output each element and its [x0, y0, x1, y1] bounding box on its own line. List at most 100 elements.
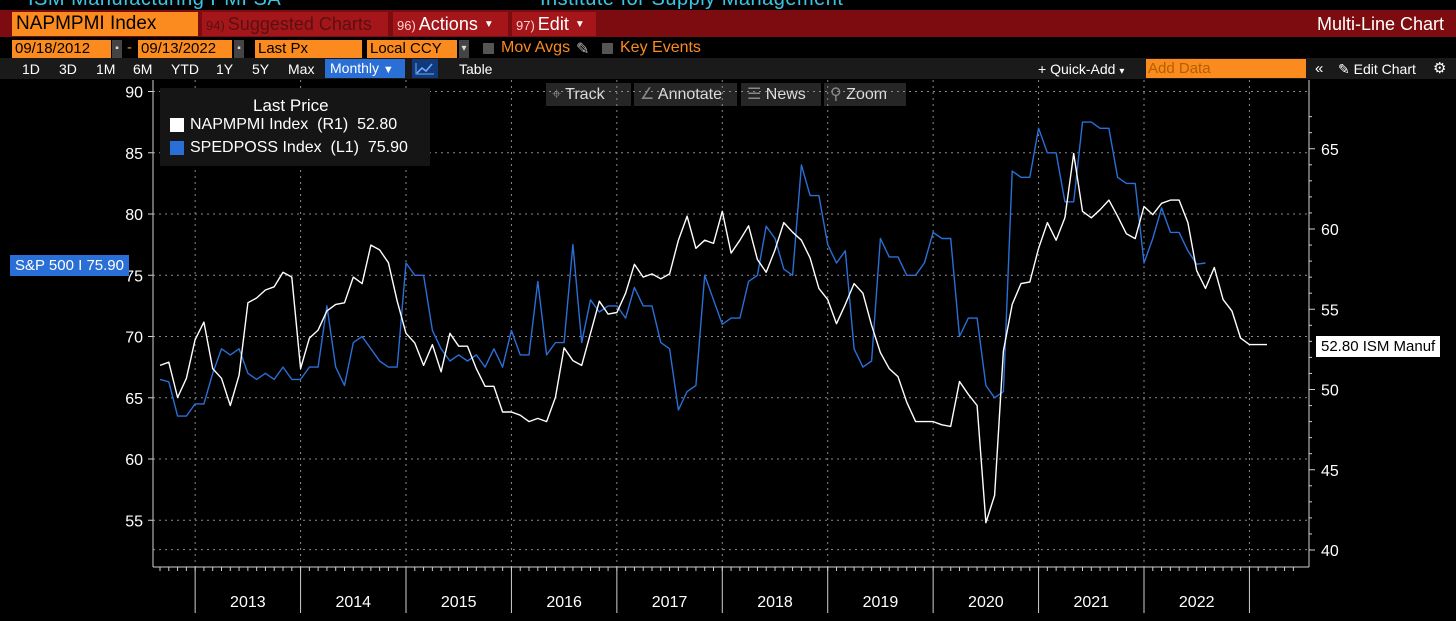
left-tick-label: 60 — [125, 452, 143, 469]
right-tick-label: 50 — [1321, 383, 1339, 400]
edit-menu[interactable]: 97) Edit ▼ — [512, 12, 596, 36]
news-icon: ☰ — [747, 86, 762, 103]
key-events-checkbox[interactable] — [602, 43, 613, 54]
line-chart-icon[interactable] — [412, 59, 438, 78]
price-field-select[interactable]: Last Px — [255, 40, 362, 58]
period-1m[interactable]: 1M — [96, 61, 116, 77]
table-button[interactable]: Table — [459, 61, 493, 77]
axes — [148, 80, 1315, 613]
tool-label: Annotate — [657, 86, 722, 103]
period-3d[interactable]: 3D — [59, 61, 77, 77]
frequency-select[interactable]: Monthly ▼ — [325, 59, 405, 78]
caret-down-icon: ▼ — [574, 19, 585, 31]
x-tick-label: 2020 — [968, 594, 1004, 611]
crosshair-icon: ⌖ — [552, 86, 562, 103]
right-tick-label: 55 — [1321, 302, 1339, 319]
edit-chart-label: Edit Chart — [1353, 61, 1416, 77]
right-tick-label: 65 — [1321, 142, 1339, 159]
add-data-input[interactable]: Add Data — [1146, 59, 1306, 78]
actions-menu[interactable]: 96) Actions ▼ — [393, 12, 508, 36]
start-date-field[interactable]: 09/18/2012 — [12, 40, 111, 58]
news-tool[interactable]: ☰ News — [741, 83, 821, 106]
x-tick-label: 2014 — [335, 594, 371, 611]
track-tool[interactable]: ⌖ Track — [546, 83, 631, 106]
key-events-label[interactable]: Key Events — [620, 39, 701, 56]
date-separator: - — [127, 39, 132, 56]
quick-add-label: + Quick-Add — [1038, 61, 1116, 77]
menu-label: Edit — [537, 14, 569, 34]
x-tick-label: 2017 — [652, 594, 688, 611]
tool-label: Zoom — [846, 86, 888, 103]
left-tick-label: 70 — [125, 330, 143, 347]
gear-icon[interactable]: ⚙ — [1433, 60, 1447, 77]
calendar-icon[interactable]: ▪ — [112, 40, 122, 58]
legend-item-ism: NAPMPMI Index (R1) 52.80 — [190, 116, 398, 133]
left-tick-label: 85 — [125, 146, 143, 163]
source-title: Institute for Supply Management — [540, 0, 843, 12]
ticker-field[interactable]: NAPMPMI Index — [12, 12, 198, 36]
pencil-icon: ∠ — [640, 86, 655, 103]
edit-chart-button[interactable]: ✎ Edit Chart — [1338, 60, 1416, 78]
tool-label: News — [765, 86, 806, 103]
mov-avgs-checkbox[interactable] — [483, 43, 494, 54]
ism-series-line — [159, 152, 1267, 524]
legend-swatch-spx — [170, 141, 184, 155]
x-tick-label: 2018 — [757, 594, 793, 611]
annotate-tool[interactable]: ∠ Annotate — [634, 83, 737, 106]
menu-label: Suggested Charts — [227, 14, 372, 34]
caret-down-icon: ▼ — [382, 64, 394, 76]
x-tick-label: 2013 — [230, 594, 266, 611]
menu-label: Actions — [418, 14, 478, 34]
x-tick-label: 2022 — [1179, 594, 1215, 611]
period-5y[interactable]: 5Y — [252, 61, 270, 77]
last-value-tag-ism: 52.80 ISM Manuf — [1316, 336, 1441, 357]
right-tick-label: 60 — [1321, 222, 1339, 239]
menu-number: 94) — [206, 18, 225, 33]
security-title: ISM Manufacturing PMI SA — [28, 0, 281, 12]
zoom-tool[interactable]: ⚲ Zoom — [824, 83, 906, 106]
left-tick-label: 80 — [125, 207, 143, 224]
legend-title: Last Price — [253, 96, 329, 115]
legend — [160, 88, 430, 166]
tick-labels: 55 60 65 70 75 80 85 90 40 45 50 55 60 65 2013 2014 2015… — [125, 85, 1339, 612]
menu-number: 97) — [516, 18, 535, 33]
period-max[interactable]: Max — [288, 61, 315, 77]
left-tick-label: 90 — [125, 85, 143, 102]
pencil-icon[interactable]: ✎ — [576, 41, 590, 58]
period-ytd[interactable]: YTD — [171, 61, 199, 77]
calendar-icon[interactable]: ▪ — [234, 40, 244, 58]
left-tick-label: 55 — [125, 513, 143, 530]
x-tick-label: 2021 — [1073, 594, 1109, 611]
quick-add-button[interactable]: + Quick-Add ▾ — [1038, 60, 1124, 78]
x-tick-label: 2016 — [546, 594, 582, 611]
pencil-icon: ✎ — [1338, 61, 1350, 77]
series-lines — [159, 121, 1267, 524]
caret-down-icon: ▾ — [1119, 66, 1125, 77]
frequency-label: Monthly — [330, 60, 380, 76]
legend-item-spx: SPEDPOSS Index (L1) 75.90 — [190, 139, 408, 156]
right-tick-label: 40 — [1321, 543, 1339, 560]
chart-type-label: Multi-Line Chart — [1316, 14, 1444, 34]
left-tick-label: 75 — [125, 268, 143, 285]
last-value-tag-spx: S&P 500 I 75.90 — [10, 255, 129, 276]
x-tick-label: 2019 — [863, 594, 899, 611]
spx-series-line — [159, 121, 1206, 417]
tool-label: Track — [565, 86, 605, 103]
collapse-icon[interactable]: « — [1315, 60, 1324, 77]
period-1d[interactable]: 1D — [22, 61, 40, 77]
legend-swatch-ism — [170, 118, 184, 132]
mov-avgs-label[interactable]: Mov Avgs — [501, 39, 571, 56]
period-1y[interactable]: 1Y — [216, 61, 234, 77]
caret-down-icon: ▼ — [483, 19, 494, 31]
period-6m[interactable]: 6M — [133, 61, 153, 77]
currency-select[interactable]: Local CCY — [367, 40, 457, 58]
x-tick-label: 2015 — [441, 594, 477, 611]
end-date-field[interactable]: 09/13/2022 — [138, 40, 232, 58]
suggested-charts-menu[interactable]: 94) Suggested Charts — [202, 12, 388, 36]
menu-number: 96) — [397, 18, 416, 33]
right-tick-label: 45 — [1321, 463, 1339, 480]
currency-dropdown-icon[interactable]: ▾ — [459, 40, 469, 58]
magnifier-icon: ⚲ — [830, 86, 842, 103]
left-tick-label: 65 — [125, 391, 143, 408]
